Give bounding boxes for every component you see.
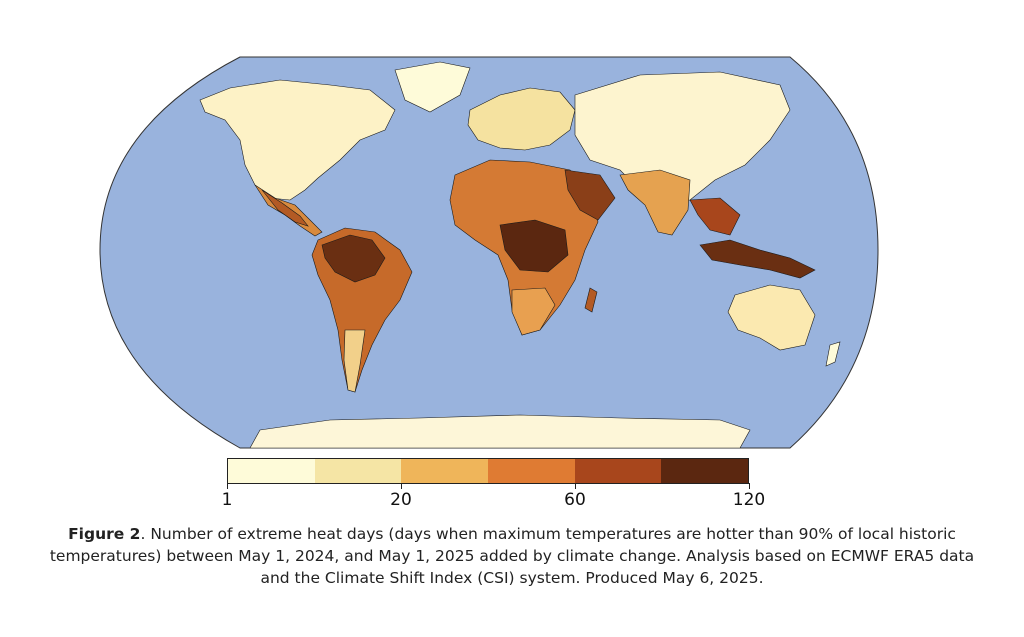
legend-tick-label: 60 — [564, 490, 586, 510]
legend-swatch — [574, 459, 662, 483]
region-indonesia — [699, 239, 816, 279]
region-south-asia — [619, 169, 691, 236]
legend-tick — [400, 483, 402, 489]
region-southern-africa — [511, 287, 556, 336]
caption-label: Figure 2 — [68, 525, 141, 543]
legend-colorbar — [227, 458, 749, 484]
region-mexico-south — [261, 189, 309, 227]
legend-tick — [226, 483, 228, 489]
legend-swatch — [661, 459, 749, 483]
legend-tick — [748, 483, 750, 489]
legend-swatch — [314, 459, 402, 483]
region-greenland — [394, 61, 471, 113]
legend-swatch — [401, 459, 489, 483]
legend-swatch — [228, 459, 315, 483]
region-central-africa — [499, 219, 569, 273]
region-north-america — [199, 79, 396, 201]
region-southeast-asia — [689, 197, 741, 236]
region-australia — [727, 284, 816, 351]
legend-tick-label: 1 — [221, 490, 233, 510]
region-antarctica — [249, 414, 751, 448]
legend-tick-label: 120 — [732, 490, 766, 510]
region-arabia — [564, 169, 616, 221]
region-south-america-south — [343, 329, 366, 393]
world-map — [99, 56, 879, 449]
legend-tick — [574, 483, 576, 489]
figure-caption: Figure 2. Number of extreme heat days (d… — [40, 523, 984, 589]
region-madagascar — [584, 287, 598, 313]
region-new-zealand — [825, 341, 841, 367]
region-amazon — [321, 234, 386, 283]
legend-swatch — [488, 459, 575, 483]
region-europe — [467, 87, 576, 151]
legend-tick-label: 20 — [390, 490, 412, 510]
caption-text: . Number of extreme heat days (days when… — [49, 525, 975, 587]
region-asia — [574, 71, 791, 206]
